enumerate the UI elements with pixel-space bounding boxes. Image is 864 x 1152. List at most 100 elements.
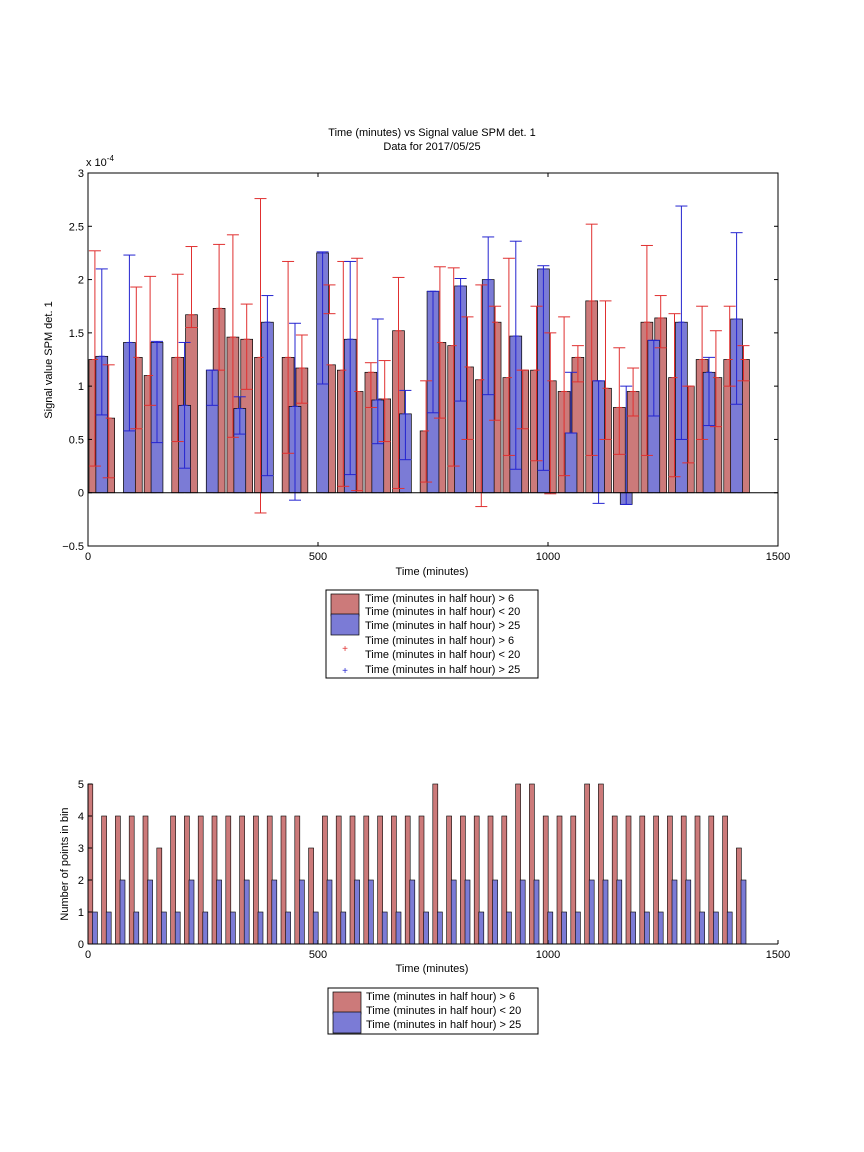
y-tick-label: 2 (78, 275, 84, 287)
count-bar-blue (243, 879, 250, 945)
count-bars (87, 783, 747, 945)
y-tick-label: 2.5 (69, 221, 84, 233)
count-bar-blue (381, 911, 388, 945)
count-bar-blue (202, 911, 209, 945)
count-legend: Time (minutes in half hour) > 6 Time (mi… (327, 987, 539, 1035)
count-bar-red (639, 815, 646, 945)
count-bar-blue (147, 879, 153, 945)
legend-marker-red-plus: + (342, 644, 348, 655)
count-axis-ticks: 0 500 1000 1500 0 1 2 3 4 5 (78, 779, 790, 961)
x-tick-label: 0 (85, 551, 91, 563)
count-bar-blue (257, 911, 264, 945)
count-bar-red (529, 783, 535, 945)
count-bar-red (239, 815, 245, 945)
count-bar-red (598, 783, 604, 945)
exponent-label: x 10-4 (86, 154, 114, 169)
legend-entry: Time (minutes in half hour) > 6 (366, 991, 515, 1003)
count-bar-red (625, 815, 632, 945)
count-bar-red (142, 815, 149, 945)
count-bar-blue (354, 879, 360, 945)
count-bar-red (584, 783, 590, 945)
count-bar-blue (92, 911, 98, 945)
count-bar-blue (326, 879, 333, 945)
y-tick-label: 0 (78, 488, 84, 500)
signal-bars (88, 252, 750, 505)
count-bar-blue (450, 879, 457, 945)
count-bar-blue (174, 911, 181, 945)
y-tick-label: 2 (78, 875, 84, 887)
x-tick-label: 1000 (536, 949, 560, 961)
count-x-axis-label: Time (minutes) (396, 963, 469, 975)
x-tick-label: 1000 (536, 551, 560, 563)
signal-plot-frame (87, 172, 779, 547)
y-tick-label: 3 (78, 168, 84, 180)
count-bar-blue (478, 911, 485, 945)
signal-error-bars (88, 198, 750, 514)
count-bar-blue (340, 911, 347, 945)
count-bar-red (87, 783, 94, 945)
count-bar-blue (657, 911, 664, 945)
y-tick-label: 0 (78, 939, 84, 951)
count-bar-red (556, 815, 563, 945)
y-tick-label: 1 (78, 381, 84, 393)
legend-swatch-blue (332, 1011, 362, 1034)
y-tick-label: 4 (78, 811, 84, 823)
count-bar-blue (547, 911, 554, 945)
count-bar-red (128, 815, 135, 945)
count-bar-blue (105, 911, 112, 945)
count-bar-red (308, 847, 314, 945)
legend-swatch-red (330, 593, 360, 617)
count-bar-red (736, 847, 742, 945)
count-bar-red (294, 815, 301, 945)
count-bar-blue (630, 911, 636, 945)
count-bar-red (349, 815, 356, 945)
count-bar-blue (409, 879, 416, 945)
count-bar-red (418, 815, 425, 945)
count-bar-blue (285, 911, 291, 945)
x-tick-label: 500 (309, 949, 327, 961)
count-bar-red (487, 815, 494, 945)
y-tick-label: 0.5 (69, 434, 84, 446)
count-bar-red (570, 815, 577, 945)
count-bar-red (391, 815, 397, 945)
count-bar-blue (713, 911, 719, 945)
count-bar-blue (588, 879, 595, 945)
x-tick-label: 0 (85, 949, 91, 961)
legend-entry: Time (minutes in half hour) > 6 (365, 593, 514, 605)
count-bar-red (501, 815, 508, 945)
count-bar-blue (271, 879, 278, 945)
count-bar-red (473, 815, 480, 945)
count-y-axis-label: Number of points in bin (59, 807, 71, 920)
count-bar-blue (312, 911, 319, 945)
count-bar-blue (299, 879, 305, 945)
y-tick-label: 3 (78, 843, 84, 855)
count-bar-red (266, 815, 273, 945)
x-axis-label: Time (minutes) (396, 566, 469, 578)
signal-chart: Time (minutes) vs Signal value SPM det. … (43, 127, 790, 679)
count-bar-blue (575, 911, 581, 945)
count-bar-red (115, 815, 121, 945)
count-chart: 0 500 1000 1500 0 1 2 3 4 5 Time (minutes) Number… (59, 779, 790, 1035)
count-bar-red (542, 815, 549, 945)
y-tick-label: −0.5 (62, 541, 84, 553)
y-tick-label: 1.5 (69, 328, 84, 340)
count-bar-blue (519, 879, 526, 945)
count-bar-blue (119, 879, 126, 945)
count-bar-blue (368, 879, 374, 945)
count-bar-blue (726, 911, 733, 945)
count-bar-red (197, 815, 204, 945)
count-bar-blue (216, 879, 222, 945)
count-bar-red (515, 783, 521, 945)
count-bar-blue (492, 879, 498, 945)
legend-box (325, 589, 539, 679)
count-bar-red (211, 815, 218, 945)
count-bar-red (156, 847, 163, 945)
chart-title: Time (minutes) vs Signal value SPM det. … (328, 127, 535, 139)
count-bar-blue (506, 911, 512, 945)
count-bar-blue (561, 911, 567, 945)
count-bar-blue (699, 911, 705, 945)
legend-entry: Time (minutes in half hour) > 25 (365, 620, 520, 632)
count-bar-red (184, 815, 190, 945)
count-bar-red (722, 815, 728, 945)
legend-entry: Time (minutes in half hour) < 20 (366, 1005, 521, 1017)
